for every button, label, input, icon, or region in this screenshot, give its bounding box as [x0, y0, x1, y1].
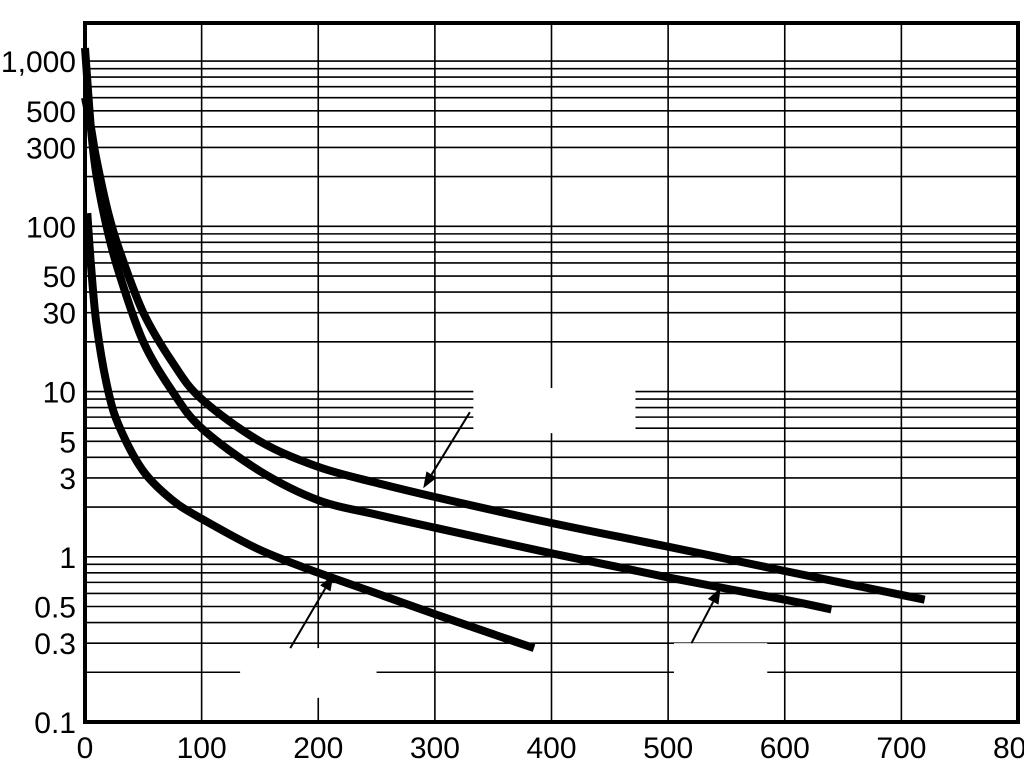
y-tick-label: 5: [59, 426, 76, 459]
x-tick-label: 400: [526, 732, 576, 765]
x-tick-label: 300: [410, 732, 460, 765]
blank-label-box: [240, 648, 377, 698]
y-tick-label: 100: [26, 211, 76, 244]
y-tick-label: 1: [59, 542, 76, 575]
callout-line: [430, 411, 471, 476]
callout-arrowhead: [707, 587, 721, 605]
blank-label-box: [673, 643, 768, 698]
callout-arrowhead: [320, 574, 334, 592]
y-tick-label: 1,000: [1, 46, 76, 79]
x-tick-label: 700: [876, 732, 926, 765]
series-line-2: [81, 47, 833, 614]
y-tick-label: 10: [43, 377, 76, 410]
y-tick-label: 30: [43, 298, 76, 331]
blank-label-box: [473, 388, 636, 434]
x-axis-ticks: 0 100 200 300 400 500 600 700 800: [77, 732, 1024, 765]
y-tick-label: 300: [26, 132, 76, 165]
y-tick-label: 0.1: [34, 707, 76, 740]
x-tick-label: 200: [293, 732, 343, 765]
callout-line: [289, 587, 327, 649]
x-tick-label: 800: [993, 732, 1024, 765]
plot-frame: [83, 21, 1020, 724]
callout-line: [690, 601, 715, 644]
grid: [85, 23, 1018, 723]
label-boxes: [240, 388, 768, 698]
series-line-3: [81, 96, 926, 604]
y-tick-label: 500: [26, 96, 76, 129]
callout-arrowhead: [423, 471, 437, 489]
y-tick-label: 0.5: [34, 592, 76, 625]
x-tick-label: 100: [177, 732, 227, 765]
series-line-1: [83, 212, 536, 652]
callouts: [289, 411, 721, 649]
series-lines: [81, 47, 926, 652]
x-tick-label: 600: [760, 732, 810, 765]
y-tick-label: 0.3: [34, 628, 76, 661]
y-tick-label: 3: [59, 463, 76, 496]
y-tick-label: 50: [43, 261, 76, 294]
x-tick-label: 0: [77, 732, 94, 765]
x-tick-label: 500: [643, 732, 693, 765]
